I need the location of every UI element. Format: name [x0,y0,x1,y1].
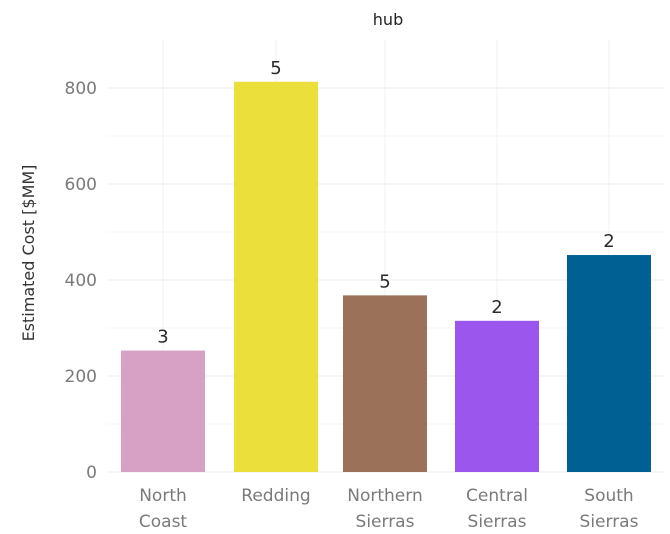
x-category-label: South [584,486,633,506]
bar [121,350,205,472]
y-tick-label: 600 [65,175,97,195]
x-category-label-line2: Sierras [356,512,415,532]
chart-title: hub [373,10,403,29]
y-tick-label: 400 [65,271,97,291]
bar-data-label: 5 [379,271,390,292]
y-axis-label: Estimated Cost [$MM] [19,165,38,342]
bar-data-label: 2 [491,297,502,318]
y-tick-label: 0 [86,463,97,483]
x-axis-categories: North Coast Redding Northern Sierras Central S… [139,486,639,532]
y-tick-label: 200 [65,367,97,387]
bar [567,255,651,472]
x-category-label: Central [466,486,528,506]
bar-value-labels: 3 5 5 2 2 [157,58,614,348]
x-category-label: Redding [241,486,310,506]
x-category-label: Northern [347,486,422,506]
x-category-label-line2: Sierras [468,512,527,532]
bar [234,81,318,472]
bar [343,295,427,472]
x-category-label-line2: Sierras [580,512,639,532]
y-tick-label: 800 [65,79,97,99]
x-category-label-line2: Coast [139,512,188,532]
bars [121,81,651,472]
x-category-label: North [139,486,187,506]
bar-data-label: 3 [157,327,168,348]
y-axis-ticks: 0 200 400 600 800 [65,79,97,483]
bar [455,320,539,472]
bar-data-label: 5 [270,58,281,79]
bar-data-label: 2 [603,231,614,252]
